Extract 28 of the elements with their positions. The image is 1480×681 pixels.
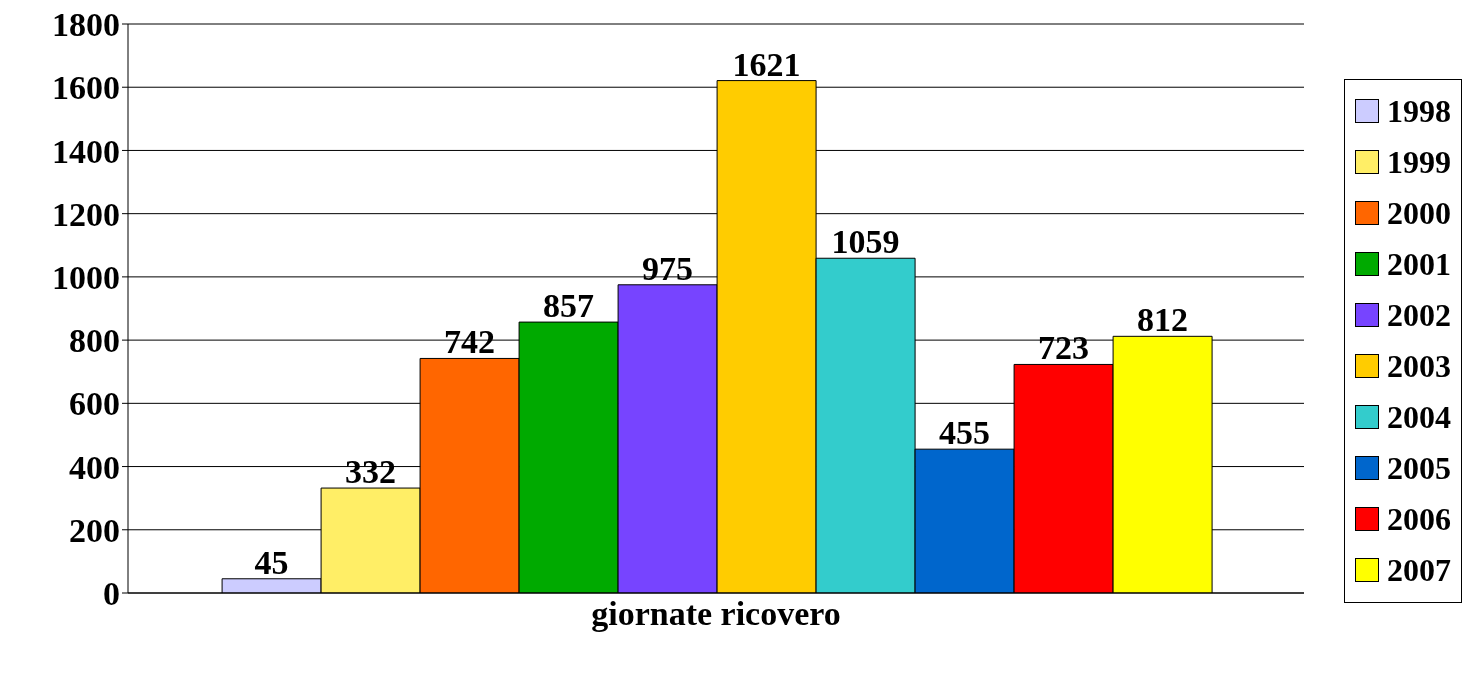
data-label: 1621: [732, 45, 801, 83]
data-label: 723: [1038, 329, 1090, 367]
legend-label: 2003: [1387, 347, 1451, 385]
y-tick-label: 1800: [52, 6, 120, 44]
data-label: 857: [543, 287, 595, 325]
y-tick-label: 1000: [52, 258, 120, 296]
y-tick-label: 0: [103, 575, 120, 613]
x-tick-label: giornate ricovero: [591, 595, 841, 633]
legend-label: 2000: [1387, 194, 1451, 232]
y-tick-label: 1200: [52, 195, 120, 233]
y-tick-label: 600: [69, 385, 120, 423]
y-tick-label: 1400: [52, 132, 120, 170]
y-tick-label: 1600: [52, 69, 120, 107]
legend-label: 2004: [1387, 398, 1451, 436]
y-tick-label: 800: [69, 322, 120, 360]
y-tick-label: 200: [69, 511, 120, 549]
legend-label: 1999: [1387, 143, 1451, 181]
legend-label: 2005: [1387, 449, 1451, 487]
legend-label: 2002: [1387, 296, 1451, 334]
data-label: 1059: [831, 223, 900, 261]
legend-label: 2007: [1387, 551, 1451, 589]
data-label: 812: [1137, 301, 1189, 339]
legend-label: 2006: [1387, 500, 1451, 538]
legend-label: 1998: [1387, 92, 1451, 130]
y-tick-label: 400: [69, 448, 120, 486]
legend-label: 2001: [1387, 245, 1451, 283]
data-label: 45: [254, 543, 289, 581]
data-label: 455: [939, 414, 991, 452]
